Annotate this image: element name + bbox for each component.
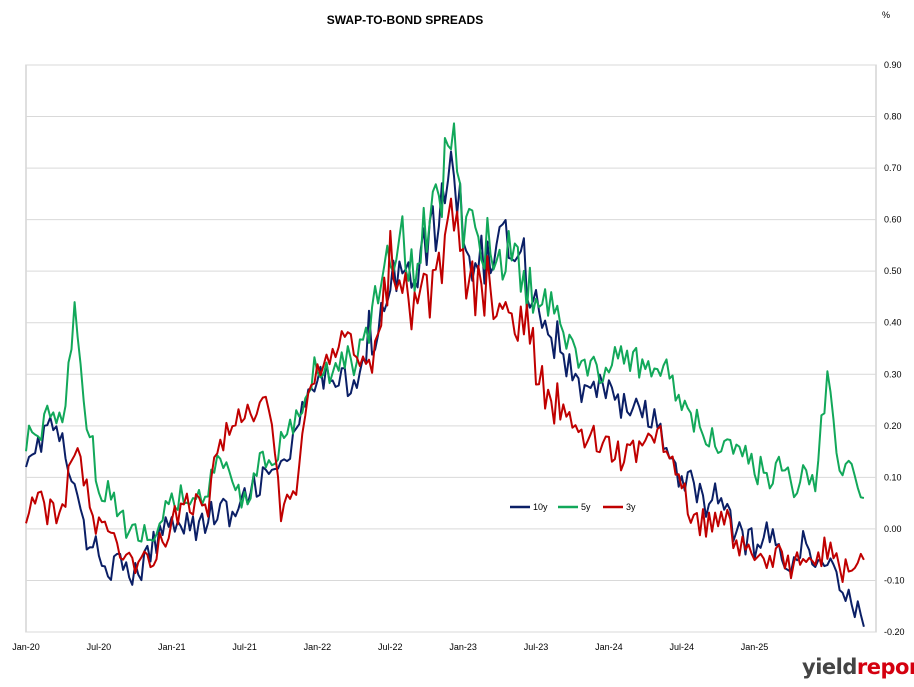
- x-tick-label: Jan-21: [158, 642, 186, 652]
- legend-label-3y: 3y: [626, 502, 636, 512]
- y-tick-label: -0.10: [884, 575, 905, 585]
- y-tick-label: -0.20: [884, 627, 905, 637]
- y-tick-label: 0.50: [884, 266, 902, 276]
- y-tick-label: 0.10: [884, 472, 902, 482]
- legend-label-5y: 5y: [581, 502, 591, 512]
- y-axis-ticks: 0.90 0.80 0.70 0.60 0.50 0.40 0.30 0.20 0.10 0.00…: [884, 60, 905, 637]
- gridlines: [26, 64, 876, 633]
- legend-label-10y: 10y: [533, 502, 548, 512]
- y-tick-label: 0.80: [884, 112, 902, 122]
- y-tick-label: 0.00: [884, 524, 902, 534]
- x-tick-label: Jul-22: [378, 642, 403, 652]
- x-tick-label: Jan-24: [595, 642, 623, 652]
- series-line-3y: [25, 197, 865, 583]
- x-tick-label: Jan-23: [449, 642, 477, 652]
- x-tick-label: Jul-24: [669, 642, 694, 652]
- x-tick-label: Jul-20: [87, 642, 112, 652]
- series-line-10y: [25, 150, 865, 628]
- y-tick-label: 0.60: [884, 215, 902, 225]
- y-tick-label: 0.70: [884, 163, 902, 173]
- x-tick-label: Jan-25: [741, 642, 769, 652]
- y-tick-label: 0.20: [884, 421, 902, 431]
- y-tick-label: 0.90: [884, 60, 902, 70]
- yieldreport-logo: yieldreport: [802, 655, 914, 679]
- y-tick-label: 0.30: [884, 369, 902, 379]
- y-tick-label: 0.40: [884, 318, 902, 328]
- x-tick-label: Jan-20: [12, 642, 40, 652]
- x-tick-label: Jul-21: [232, 642, 257, 652]
- x-tick-label: Jan-22: [304, 642, 332, 652]
- legend: 10y 5y 3y: [510, 502, 636, 512]
- x-axis-ticks: Jan-20 Jul-20 Jan-21 Jul-21 Jan-22 Jul-22 Jan-…: [12, 642, 768, 652]
- series-line-5y: [25, 122, 865, 543]
- chart-title: SWAP-TO-BOND SPREADS: [327, 13, 483, 27]
- y-unit-label: %: [882, 10, 890, 20]
- x-tick-label: Jul-23: [524, 642, 549, 652]
- series-lines: [25, 122, 865, 628]
